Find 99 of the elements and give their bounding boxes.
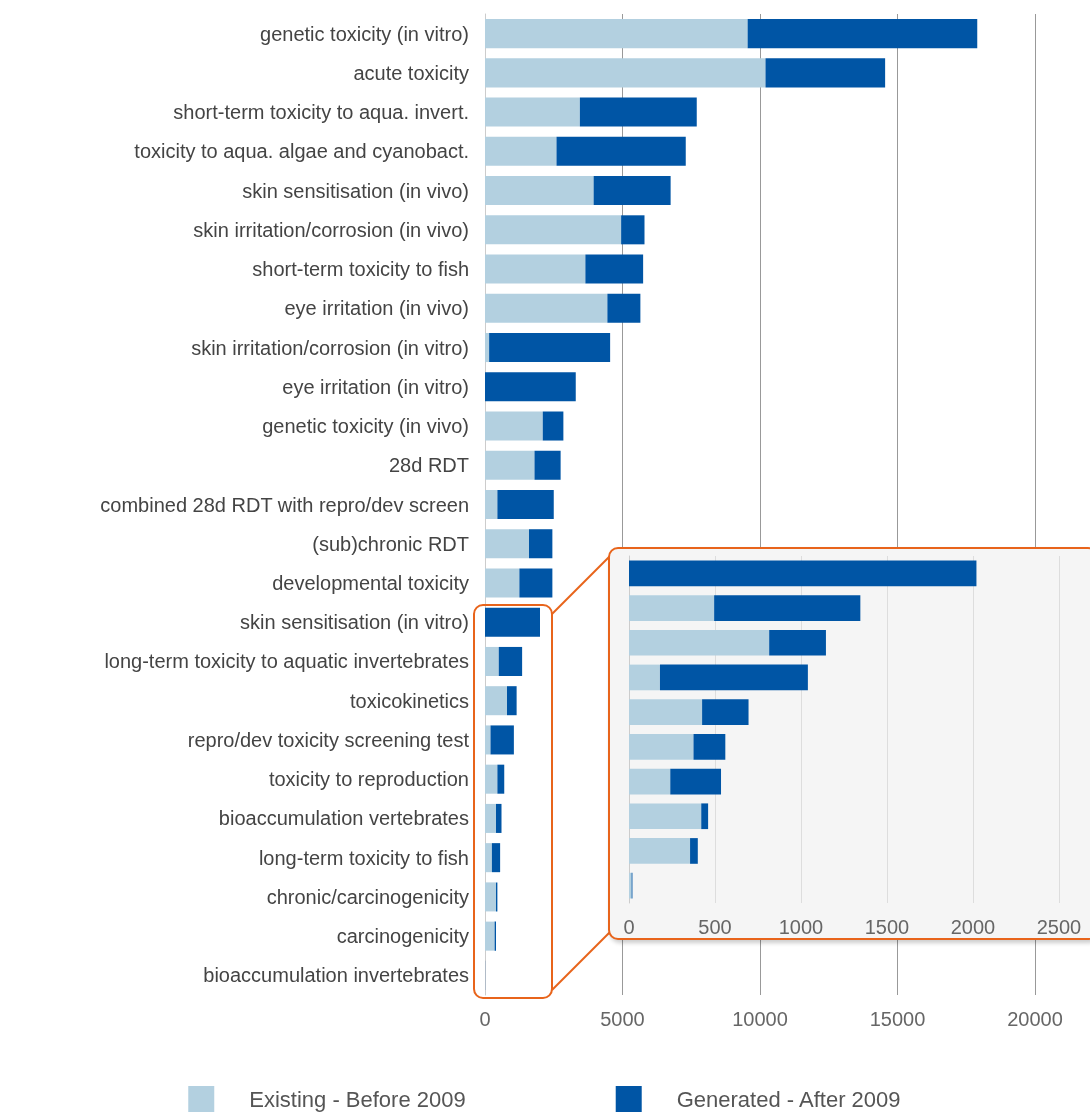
y-tick-label: long-term toxicity to aquatic invertebrates bbox=[104, 650, 469, 673]
legend-label: Generated - After 2009 bbox=[676, 1086, 901, 1112]
x-tick-label: 20000 bbox=[1007, 1008, 1063, 1030]
bar bbox=[485, 411, 543, 441]
bar bbox=[579, 97, 697, 127]
bar bbox=[485, 19, 748, 49]
bar bbox=[769, 629, 826, 656]
bar bbox=[485, 529, 529, 559]
bar bbox=[485, 843, 492, 873]
bar bbox=[629, 560, 977, 587]
y-tick-label: acute toxicity bbox=[353, 61, 469, 84]
bar bbox=[485, 686, 507, 716]
x-tick-label: 500 bbox=[698, 916, 732, 938]
bar bbox=[485, 333, 490, 363]
y-tick-label: short-term toxicity to fish bbox=[252, 258, 469, 281]
bar bbox=[507, 686, 517, 716]
bar bbox=[485, 97, 580, 127]
x-tick-label: 1000 bbox=[778, 916, 824, 938]
y-tick-label: toxicity to aqua. algae and cyanobact. bbox=[134, 140, 469, 163]
y-tick-label: (sub)chronic RDT bbox=[312, 532, 469, 555]
bar bbox=[485, 176, 594, 206]
y-tick-label: chronic/carcinogenicity bbox=[266, 885, 469, 908]
bar bbox=[529, 529, 553, 559]
bar bbox=[690, 838, 698, 864]
bar bbox=[534, 450, 561, 480]
bar bbox=[485, 215, 622, 245]
bar bbox=[593, 176, 671, 206]
bar bbox=[490, 725, 514, 755]
bar bbox=[629, 768, 671, 795]
bar bbox=[491, 843, 501, 873]
bar bbox=[621, 215, 645, 245]
y-tick-label: toxicity to reproduction bbox=[268, 768, 469, 791]
x-tick-label: 1500 bbox=[864, 916, 910, 938]
y-tick-label: skin sensitisation (in vivo) bbox=[242, 179, 469, 202]
bar bbox=[629, 629, 770, 656]
bar bbox=[485, 489, 498, 520]
bar bbox=[747, 19, 978, 49]
bar bbox=[629, 699, 703, 725]
bar bbox=[497, 764, 505, 794]
x-tick-label: 10000 bbox=[732, 1008, 788, 1030]
y-tick-label: carcinogenicity bbox=[336, 925, 469, 948]
bar bbox=[485, 764, 498, 794]
x-tick-label: 0 bbox=[623, 916, 635, 938]
bar bbox=[485, 803, 496, 833]
bar bbox=[701, 803, 709, 830]
bar bbox=[693, 734, 726, 760]
bar bbox=[485, 254, 586, 284]
bar bbox=[496, 803, 502, 833]
x-tick-label: 15000 bbox=[869, 1008, 926, 1030]
bar bbox=[485, 293, 608, 323]
bar bbox=[629, 664, 660, 691]
y-tick-label: long-term toxicity to fish bbox=[258, 846, 469, 869]
bar bbox=[659, 664, 808, 691]
y-tick-label: short-term toxicity to aqua. invert. bbox=[173, 101, 469, 124]
bar bbox=[485, 450, 535, 480]
bar bbox=[519, 568, 553, 598]
bar bbox=[585, 254, 644, 284]
bar bbox=[485, 136, 557, 166]
bar bbox=[485, 725, 491, 755]
y-tick-label: bioaccumulation vertebrates bbox=[218, 807, 469, 830]
y-tick-label: repro/dev toxicity screening test bbox=[187, 728, 470, 751]
bar bbox=[497, 489, 554, 520]
x-tick-label: 5000 bbox=[600, 1008, 645, 1030]
bar bbox=[556, 136, 686, 166]
bar bbox=[629, 838, 691, 864]
y-tick-label: eye irritation (in vivo) bbox=[284, 297, 469, 320]
bar bbox=[629, 803, 702, 830]
y-tick-label: combined 28d RDT with repro/dev screen bbox=[100, 493, 469, 516]
bar bbox=[629, 734, 694, 760]
y-tick-label: skin irritation/corrosion (in vitro) bbox=[191, 336, 469, 359]
y-tick-label: skin irritation/corrosion (in vivo) bbox=[193, 218, 469, 241]
bar bbox=[714, 595, 861, 621]
legend-label: Existing - Before 2009 bbox=[249, 1086, 466, 1112]
y-tick-label: genetic toxicity (in vitro) bbox=[260, 22, 469, 45]
bar bbox=[670, 768, 722, 795]
bar bbox=[629, 595, 715, 621]
y-tick-label: toxicokinetics bbox=[350, 689, 469, 712]
bar bbox=[485, 58, 766, 88]
bar bbox=[542, 411, 564, 441]
bar bbox=[485, 646, 499, 676]
bar bbox=[702, 699, 749, 725]
bar bbox=[485, 921, 495, 951]
x-tick-label: 2000 bbox=[950, 916, 996, 938]
x-tick-label: 2500 bbox=[1036, 916, 1082, 938]
bar bbox=[485, 372, 576, 402]
y-tick-label: genetic toxicity (in vivo) bbox=[262, 415, 469, 438]
bar bbox=[765, 58, 886, 88]
y-tick-label: 28d RDT bbox=[388, 454, 469, 477]
bar bbox=[485, 607, 540, 637]
y-tick-label: bioaccumulation invertebrates bbox=[203, 964, 469, 987]
bar bbox=[498, 646, 523, 676]
bar bbox=[485, 568, 520, 598]
y-tick-label: eye irritation (in vitro) bbox=[282, 375, 469, 398]
bar bbox=[485, 882, 496, 912]
y-tick-label: developmental toxicity bbox=[272, 571, 469, 594]
x-tick-label: 0 bbox=[479, 1008, 491, 1030]
y-tick-label: skin sensitisation (in vitro) bbox=[240, 611, 469, 634]
bar bbox=[489, 333, 611, 363]
bar bbox=[607, 293, 641, 323]
